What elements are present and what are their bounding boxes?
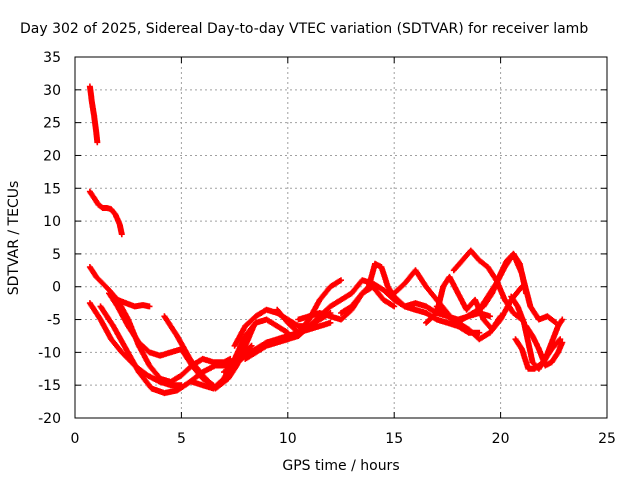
y-tick-label: -5 <box>47 313 61 329</box>
series-arc-6 <box>114 296 234 385</box>
x-tick-label: 0 <box>71 431 80 447</box>
series-arc-21 <box>450 247 525 323</box>
series-markers <box>114 296 234 385</box>
x-tick-label: 20 <box>492 431 510 447</box>
y-tick-label: -20 <box>38 411 61 427</box>
series-arc-1 <box>86 83 101 146</box>
y-tick-label: 5 <box>52 247 61 263</box>
x-tick-label: 10 <box>279 431 297 447</box>
series-arc-12 <box>242 290 355 362</box>
series-markers <box>86 83 101 146</box>
y-tick-label: 10 <box>43 214 61 230</box>
series-markers <box>450 247 525 323</box>
x-tick-label: 15 <box>385 431 403 447</box>
series-markers <box>86 188 125 238</box>
y-axis-title: SDTVAR / TECUs <box>6 181 22 296</box>
series-markers <box>476 250 559 326</box>
data-series <box>86 83 566 397</box>
series-arc-23 <box>476 250 559 326</box>
series-arc-26 <box>512 336 564 372</box>
axes: 0 5 10 15 20 25 -20 -15 -10 -5 0 5 10 15 20 25 30 35 <box>38 50 616 447</box>
x-tick-label: 5 <box>177 431 186 447</box>
y-tick-label: 20 <box>43 148 61 164</box>
y-tick-label: 25 <box>43 116 61 132</box>
chart-title: Day 302 of 2025, Sidereal Day-to-day VTE… <box>20 21 588 37</box>
series-arc-2 <box>86 188 125 238</box>
series-markers <box>512 336 564 372</box>
x-tick-label: 25 <box>598 431 616 447</box>
y-tick-label: 35 <box>43 50 61 66</box>
series-markers <box>242 290 355 362</box>
y-tick-label: -10 <box>38 345 61 361</box>
x-axis-title: GPS time / hours <box>282 458 399 474</box>
y-tick-label: -15 <box>38 378 61 394</box>
y-tick-label: 15 <box>43 181 61 197</box>
y-tick-label: 30 <box>43 83 61 99</box>
y-tick-label: 0 <box>52 280 61 296</box>
plot-frame <box>74 56 608 419</box>
